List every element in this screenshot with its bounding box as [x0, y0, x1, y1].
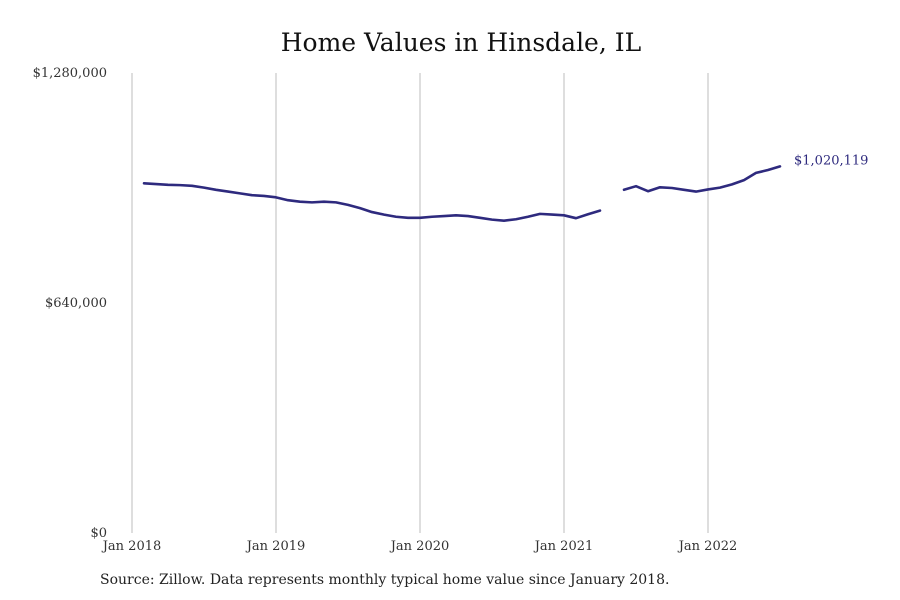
- x-tick-label: Jan 2018: [101, 539, 162, 554]
- x-axis-ticks: Jan 2018 Jan 2019 Jan 2020 Jan 2021 Jan 2022: [101, 539, 738, 554]
- chart-title: Home Values in Hinsdale, IL: [280, 28, 642, 57]
- last-value-label: $1,020,119: [794, 153, 868, 168]
- data-labels: $1,020,119: [794, 153, 868, 168]
- y-axis-ticks: $0 $640,000 $1,280,000: [33, 66, 107, 541]
- source-note: Source: Zillow. Data represents monthly …: [100, 572, 670, 588]
- y-tick-label: $0: [90, 526, 107, 541]
- series-line: [142, 182, 602, 223]
- y-tick-label: $1,280,000: [33, 66, 107, 81]
- x-tick-label: Jan 2020: [389, 539, 450, 554]
- gridlines: [131, 73, 709, 533]
- series-line: [622, 165, 782, 193]
- series-lines: [142, 165, 782, 223]
- x-tick-label: Jan 2021: [533, 539, 594, 554]
- x-tick-label: Jan 2019: [245, 539, 306, 554]
- x-tick-label: Jan 2022: [677, 539, 738, 554]
- y-tick-label: $640,000: [45, 296, 107, 311]
